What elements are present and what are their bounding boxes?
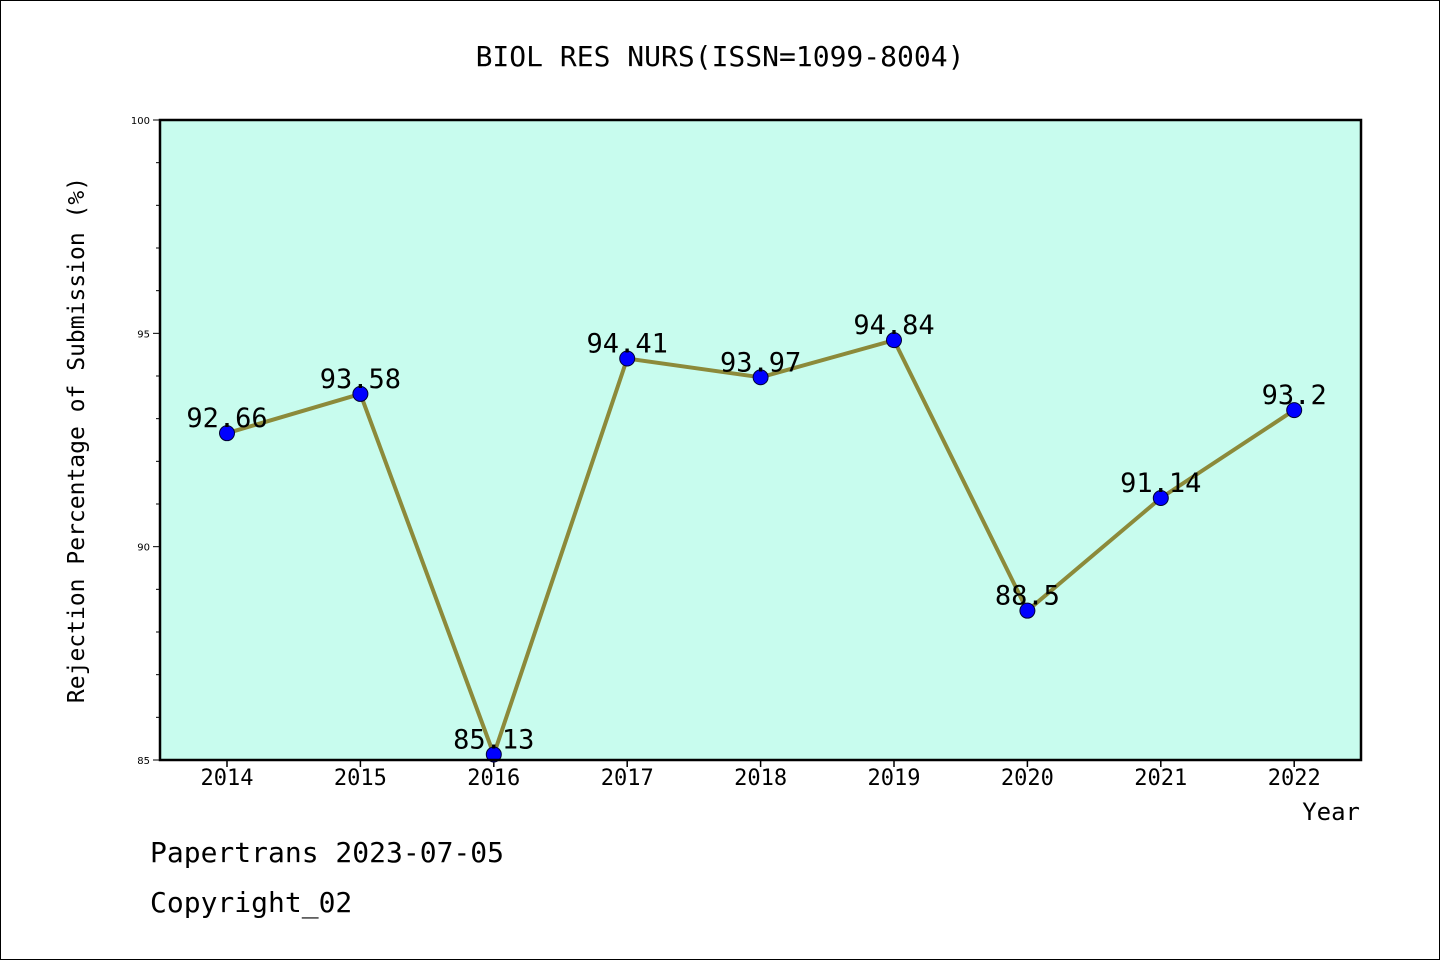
x-tick-label: 2015 xyxy=(334,766,387,791)
data-point xyxy=(352,385,369,402)
y-axis-label: Rejection Percentage of Submission (%) xyxy=(64,177,90,703)
y-tick-label: 85 xyxy=(137,756,150,767)
x-tick-label: 2019 xyxy=(868,766,921,791)
x-tick-label: 2018 xyxy=(734,766,787,791)
data-label: 93.97 xyxy=(720,347,801,378)
x-tick-label: 2022 xyxy=(1268,766,1321,791)
data-point xyxy=(886,332,902,349)
x-tick-label: 2014 xyxy=(201,766,254,791)
series-markers xyxy=(219,332,1303,763)
data-point xyxy=(1019,602,1036,619)
data-point xyxy=(619,350,636,367)
data-label: 85.13 xyxy=(453,724,534,755)
data-point xyxy=(485,746,502,763)
data-label: 88.5 xyxy=(995,581,1060,612)
data-label: 93.2 xyxy=(1262,380,1327,411)
footer-date-text: Papertrans 2023-07-05 xyxy=(150,836,505,869)
data-label: 92.66 xyxy=(186,403,267,434)
data-point xyxy=(752,369,769,386)
x-tick-label: 2017 xyxy=(601,766,654,791)
data-point xyxy=(1152,490,1169,507)
data-labels: 92.66 93.58 85.13 94.41 93.97 94.84 88.5 91.14 9… xyxy=(186,310,1326,755)
data-point xyxy=(219,425,235,442)
data-point xyxy=(1286,402,1303,419)
y-tick-label: 90 xyxy=(137,543,150,554)
x-tick-label: 2021 xyxy=(1134,766,1187,791)
data-label: 91.14 xyxy=(1120,468,1201,499)
y-tick-label: 95 xyxy=(137,329,150,340)
data-label: 94.84 xyxy=(853,310,934,341)
data-label: 94.41 xyxy=(587,329,668,360)
plot-area xyxy=(160,120,1361,760)
x-axis-ticks: 2014 2015 2016 2017 2018 2019 2020 2021 2022 xyxy=(201,760,1321,791)
chart-title: BIOL RES NURS(ISSN=1099-8004) xyxy=(476,40,965,73)
data-label: 93.58 xyxy=(320,364,401,395)
x-tick-label: 2020 xyxy=(1001,766,1054,791)
x-axis-label: Year xyxy=(1302,798,1360,826)
x-tick-label: 2016 xyxy=(467,766,520,791)
footer-copyright-text: Copyright_02 xyxy=(150,886,353,919)
y-axis-ticks: 85 90 95 100 xyxy=(131,116,160,767)
y-tick-label: 100 xyxy=(131,116,150,127)
plot-border xyxy=(158,118,1363,762)
